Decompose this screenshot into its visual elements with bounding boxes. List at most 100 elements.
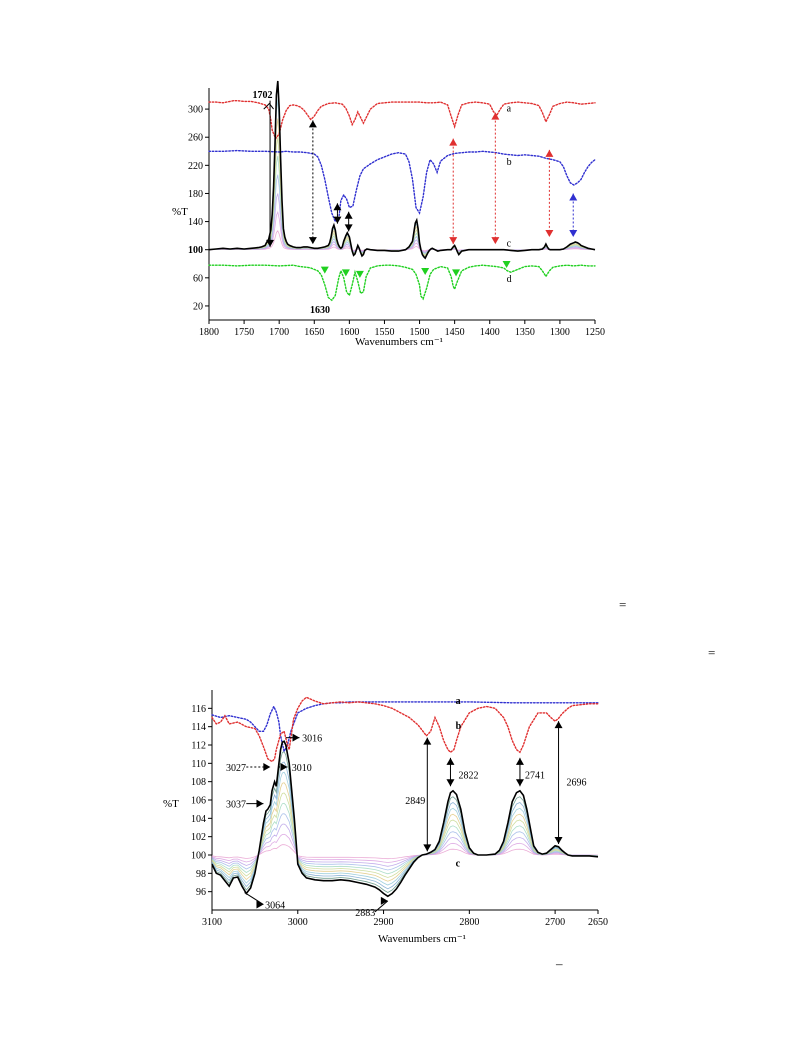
arrowhead bbox=[515, 757, 524, 765]
y-tick-label: 100 bbox=[188, 245, 203, 256]
peak-label: 3016 bbox=[302, 734, 322, 745]
x-tick-label: 1750 bbox=[234, 327, 254, 338]
y-tick-label: 96 bbox=[196, 887, 206, 898]
arrowhead bbox=[569, 230, 578, 238]
series-d-line bbox=[208, 264, 596, 302]
arrowhead bbox=[421, 268, 430, 276]
y-axis-label: %T bbox=[163, 798, 179, 810]
arrowhead bbox=[308, 237, 317, 245]
x-axis-label: Wavenumbers cm⁻¹ bbox=[378, 933, 466, 945]
arrowhead bbox=[380, 896, 388, 905]
series-c-line bbox=[211, 740, 599, 898]
series-b-line bbox=[211, 696, 599, 763]
y-tick-label: 220 bbox=[188, 161, 203, 172]
arrowhead bbox=[515, 779, 524, 787]
peak-label: 2883 bbox=[355, 908, 375, 919]
intermediate-spectrum-line bbox=[208, 137, 596, 256]
arrowhead bbox=[423, 844, 432, 852]
peak-label: 3064 bbox=[265, 901, 285, 912]
x-tick-label: 1650 bbox=[304, 327, 324, 338]
x-tick-label: 2900 bbox=[374, 917, 394, 928]
arrowhead bbox=[344, 211, 353, 219]
series-c-line bbox=[208, 80, 596, 260]
y-tick-label: 116 bbox=[191, 704, 206, 715]
intermediate-spectrum-line bbox=[208, 155, 596, 255]
arrowhead bbox=[545, 149, 554, 157]
intermediate-spectrum-line bbox=[211, 833, 599, 863]
intermediate-spectrum-line bbox=[211, 844, 599, 860]
peak-label: 2822 bbox=[458, 770, 478, 781]
arrowhead bbox=[263, 763, 271, 771]
arrowhead bbox=[292, 733, 300, 742]
peak-label: 2696 bbox=[567, 778, 587, 789]
arrowhead bbox=[491, 237, 500, 245]
annotation-arrow-line bbox=[374, 900, 389, 913]
y-tick-label: 98 bbox=[196, 869, 206, 880]
arrowhead bbox=[569, 193, 578, 201]
intermediate-spectrum-line bbox=[208, 99, 596, 258]
peak-label: 2849 bbox=[405, 796, 425, 807]
intermediate-spectrum-line bbox=[211, 813, 599, 871]
intermediate-spectrum-line bbox=[211, 823, 599, 867]
plot-area: 1800 1750 1700 1650 1600 1550 1500 1450 1400 1350… bbox=[188, 80, 605, 338]
y-tick-label: 106 bbox=[191, 796, 206, 807]
curve-label-c: c bbox=[507, 239, 512, 250]
arrowhead bbox=[256, 900, 264, 909]
arrowhead bbox=[452, 269, 461, 277]
peak-label: 3027 bbox=[226, 763, 246, 774]
intermediate-spectrum-line bbox=[211, 771, 599, 886]
ir-spectrum-chart-2800: 3100 3000 2900 2800 2700 2650 96 98 100 102 104 106… bbox=[163, 690, 608, 945]
dash-mark: – bbox=[556, 956, 563, 971]
y-tick-label: 100 bbox=[191, 851, 206, 862]
arrowhead bbox=[333, 216, 342, 224]
equals-sign: = bbox=[619, 597, 627, 612]
series-b-line bbox=[208, 149, 596, 223]
y-tick-label: 180 bbox=[188, 189, 203, 200]
curve-label-a: a bbox=[456, 696, 461, 707]
curve-label-b: b bbox=[507, 157, 512, 168]
x-tick-label: 1550 bbox=[374, 327, 394, 338]
peak-label: 3010 bbox=[292, 763, 312, 774]
curve-label-b: b bbox=[456, 721, 462, 732]
arrowhead bbox=[280, 763, 288, 771]
y-tick-label: 300 bbox=[188, 105, 203, 116]
arrowhead bbox=[491, 112, 500, 120]
intermediate-spectrum-line bbox=[211, 802, 599, 875]
x-tick-label: 1600 bbox=[339, 327, 359, 338]
x-tick-label: 2800 bbox=[459, 917, 479, 928]
arrowhead bbox=[449, 237, 458, 245]
arrowhead bbox=[446, 757, 455, 765]
arrowhead bbox=[554, 837, 563, 844]
y-tick-label: 60 bbox=[193, 273, 203, 284]
arrowhead bbox=[423, 737, 432, 745]
y-tick-label: 140 bbox=[188, 217, 203, 228]
intermediate-spectrum-line bbox=[211, 782, 599, 882]
series-a-line bbox=[211, 701, 599, 754]
y-tick-label: 104 bbox=[191, 814, 206, 825]
x-tick-label: 3000 bbox=[288, 917, 308, 928]
arrowhead bbox=[320, 266, 329, 274]
x-tick-label: 1300 bbox=[550, 327, 570, 338]
y-tick-label: 114 bbox=[191, 722, 206, 733]
y-tick-label: 102 bbox=[191, 832, 206, 843]
y-tick-label: 108 bbox=[191, 777, 206, 788]
arrowhead bbox=[502, 260, 511, 268]
arrowhead bbox=[449, 138, 458, 146]
x-axis-label: Wavenumbers cm⁻¹ bbox=[355, 336, 443, 348]
x-tick-label: 3100 bbox=[202, 917, 222, 928]
curve-label-d: d bbox=[507, 274, 512, 285]
x-tick-label: 2650 bbox=[588, 917, 608, 928]
peak-pointer bbox=[263, 102, 274, 110]
y-tick-label: 20 bbox=[193, 301, 203, 312]
x-tick-label: 1400 bbox=[480, 327, 500, 338]
peak-label: 3037 bbox=[226, 800, 246, 811]
arrowhead bbox=[308, 120, 317, 128]
arrowhead bbox=[266, 239, 275, 247]
y-tick-label: 110 bbox=[191, 759, 206, 770]
curve-label-a: a bbox=[507, 104, 512, 115]
y-tick-label: 260 bbox=[188, 133, 203, 144]
intermediate-spectrum-line bbox=[211, 761, 599, 890]
arrowhead bbox=[446, 779, 455, 787]
ir-spectrum-chart-1600: 1800 1750 1700 1650 1600 1550 1500 1450 1400 1350… bbox=[172, 80, 605, 348]
intermediate-spectrum-line bbox=[208, 118, 596, 257]
